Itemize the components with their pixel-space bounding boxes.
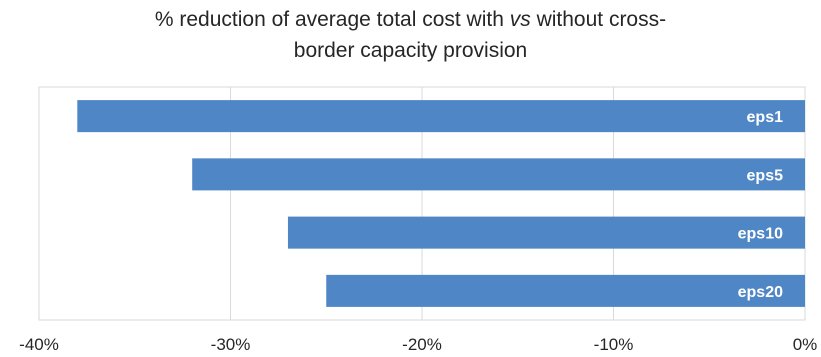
- chart-title-italic: vs: [509, 8, 531, 31]
- x-tick-label: -40%: [19, 335, 59, 354]
- bar-label-eps1: eps1: [747, 109, 784, 126]
- x-tick-label: -10%: [594, 335, 634, 354]
- chart-title: % reduction of average total cost with v…: [0, 4, 821, 66]
- chart-title-line-1: % reduction of average total cost with v…: [0, 4, 821, 35]
- x-tick-label: -30%: [211, 335, 251, 354]
- chart-title-line-2: border capacity provision: [293, 39, 528, 62]
- bar-eps5: [192, 158, 805, 191]
- bar-label-eps5: eps5: [747, 167, 784, 184]
- bar-eps20: [326, 274, 805, 307]
- x-tick-label: 0%: [793, 335, 818, 354]
- x-tick-label: -20%: [402, 335, 442, 354]
- bar-eps10: [287, 216, 805, 249]
- bar-label-eps10: eps10: [738, 226, 783, 243]
- bar-label-eps20: eps20: [738, 284, 783, 301]
- chart-title-text: without cross-: [530, 8, 667, 31]
- bar-eps1: [77, 100, 806, 133]
- chart-title-text: % reduction of average total cost with: [154, 8, 510, 31]
